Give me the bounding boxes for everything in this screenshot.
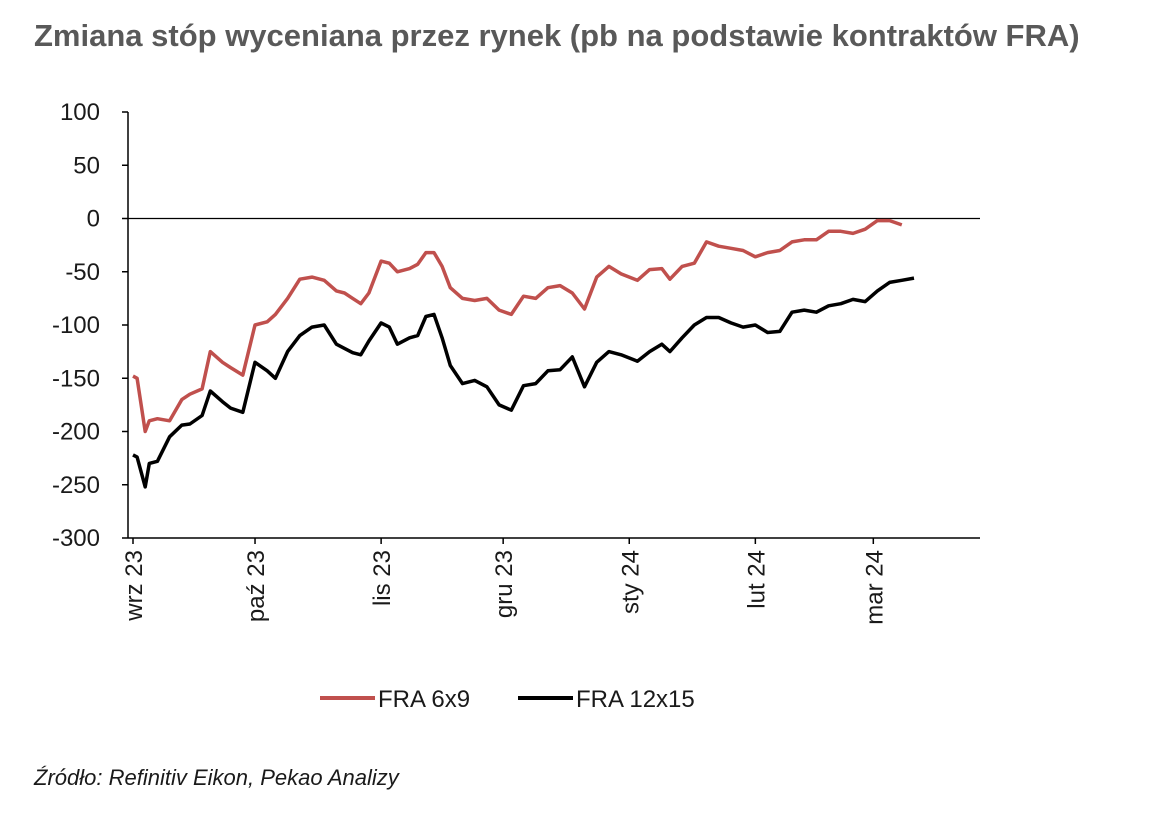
- series-lines: [132, 218, 915, 489]
- x-tick-label: mar 24: [861, 550, 888, 625]
- y-axis: 100 50 0 -50 -100 -150 -200 -250 -300: [52, 99, 129, 552]
- line-chart: 100 50 0 -50 -100 -150 -200 -250 -300 wrz 23 paź …: [52, 99, 980, 713]
- x-axis: wrz 23 paź 23 lis 23 gru 23 sty 24 lut 24 mar …: [121, 537, 980, 625]
- legend-label-1: FRA 12x15: [576, 686, 695, 713]
- x-tick-label: gru 23: [491, 550, 518, 618]
- y-tick-label: -250: [52, 472, 100, 499]
- x-tick-label: sty 24: [617, 550, 644, 614]
- x-tick-label: paź 23: [243, 550, 270, 622]
- source-note: Źródło: Refinitiv Eikon, Pekao Analizy: [34, 765, 399, 790]
- chart-title: Zmiana stóp wyceniana przez rynek (pb na…: [34, 18, 1080, 53]
- y-tick-label: -50: [65, 259, 100, 286]
- x-tick-label: lut 24: [743, 550, 770, 609]
- x-tick-label: lis 23: [369, 550, 396, 606]
- y-tick-label: 50: [73, 152, 100, 179]
- y-tick-label: -300: [52, 525, 100, 552]
- legend-label-0: FRA 6x9: [378, 686, 470, 713]
- series-line-1: [132, 276, 915, 489]
- y-tick-label: 100: [60, 99, 100, 126]
- x-tick-label: wrz 23: [121, 550, 148, 622]
- y-tick-label: -100: [52, 312, 100, 339]
- legend: FRA 6x9 FRA 12x15: [320, 686, 695, 713]
- y-tick-label: 0: [87, 206, 100, 233]
- y-tick-label: -150: [52, 365, 100, 392]
- series-line-0: [132, 218, 903, 434]
- y-tick-label: -200: [52, 419, 100, 446]
